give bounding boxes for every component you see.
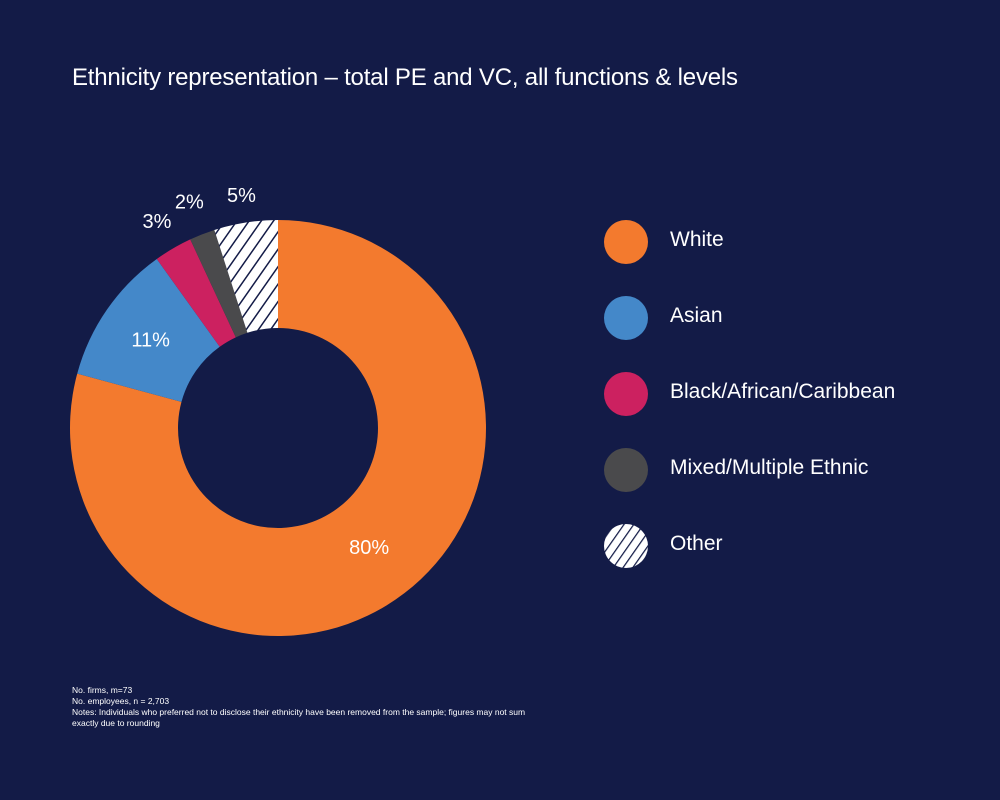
legend-swatch-black-african-caribbean <box>604 372 648 416</box>
chart-title: Ethnicity representation – total PE and … <box>72 64 738 91</box>
slice-label-other: 5% <box>227 185 256 207</box>
legend-label-black-african-caribbean: Black/African/Caribbean <box>670 380 896 403</box>
legend-label-white: White <box>670 228 724 251</box>
donut-slices <box>70 220 487 636</box>
footnote-employees: No. employees, n = 2,703 <box>72 696 170 706</box>
legend-swatch-other <box>604 524 648 568</box>
slice-white <box>70 220 487 636</box>
legend-item-white: White <box>604 220 984 264</box>
legend-swatch-white <box>604 220 648 264</box>
legend-swatch-asian <box>604 296 648 340</box>
legend-label-asian: Asian <box>670 304 723 327</box>
slice-black-african-caribbean <box>156 239 236 347</box>
slice-asian <box>77 258 220 402</box>
legend-item-asian: Asian <box>604 296 984 340</box>
slice-label-white: 80% <box>349 537 389 559</box>
footnote-notes: Notes: Individuals who preferred not to … <box>72 707 526 728</box>
legend-item-mixed-multiple-ethnic: Mixed/Multiple Ethnic <box>604 448 984 492</box>
footnote-firms: No. firms, m=73 <box>72 685 133 695</box>
legend-item-black-african-caribbean: Black/African/Caribbean <box>604 372 984 416</box>
footnotes: No. firms, m=73 No. employees, n = 2,703… <box>72 685 532 729</box>
slice-mixed-multiple-ethnic <box>190 229 248 338</box>
slice-other <box>214 220 278 333</box>
legend-label-mixed-multiple-ethnic: Mixed/Multiple Ethnic <box>670 456 869 479</box>
legend-item-other: Other <box>604 524 984 568</box>
donut-slice-labels: 80% 11% 3%2% 5% <box>131 185 389 559</box>
slice-label-black-african-caribbean: 3% <box>142 211 171 233</box>
slice-label-asian: 11% <box>131 330 170 352</box>
slice-label-mixed-multiple-ethnic: 2% <box>175 192 204 214</box>
legend-label-other: Other <box>670 532 723 555</box>
legend-swatch-mixed-multiple-ethnic <box>604 448 648 492</box>
